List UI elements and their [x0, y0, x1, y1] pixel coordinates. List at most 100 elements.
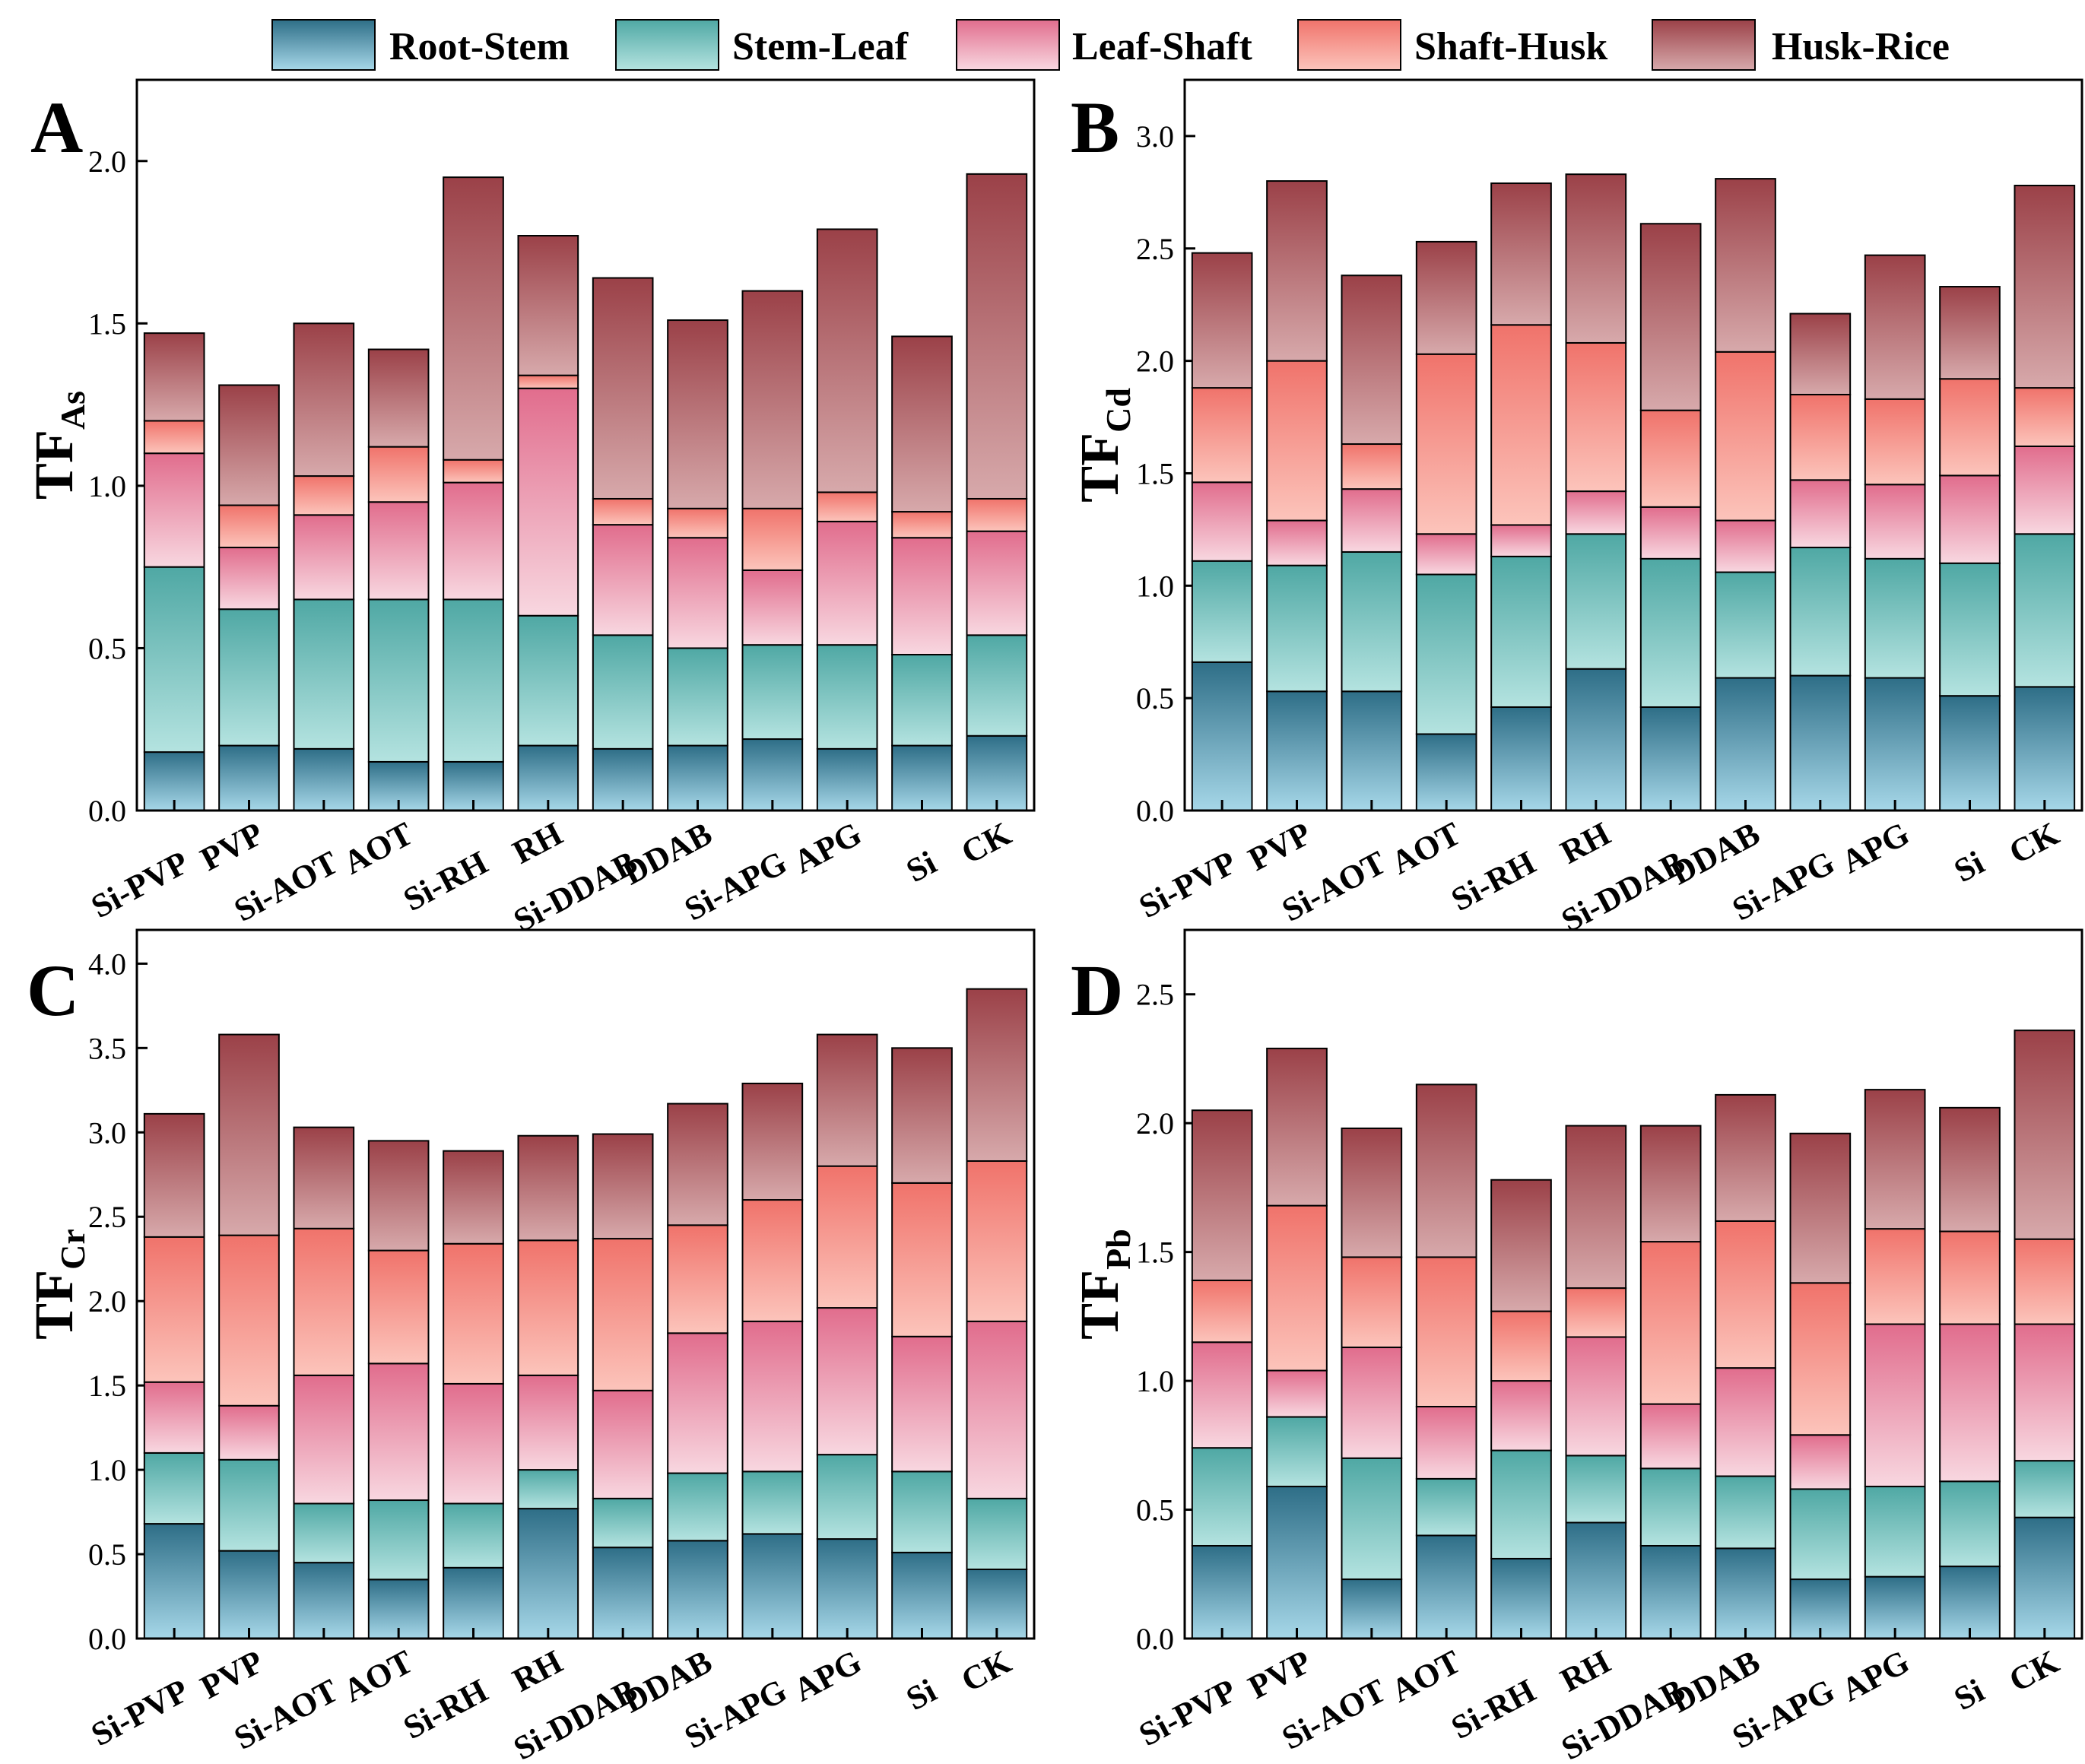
y-tick-label: 2.5	[1136, 232, 1174, 266]
bar-segment-husk-rice	[1565, 1125, 1627, 1290]
x-tick-label: DDAB	[1665, 1643, 1766, 1721]
bar-segment-shaft-husk	[1639, 409, 1702, 508]
bar-stack-si-apg	[741, 290, 804, 812]
bar-segment-stem-leaf	[1415, 1477, 1477, 1537]
bar-segment-leaf-shaft	[592, 1389, 654, 1499]
bar-segment-husk-rice	[891, 335, 953, 513]
bar-segment-husk-rice	[1864, 254, 1926, 400]
bar-segment-root-stem	[293, 1562, 355, 1639]
bar-segment-leaf-shaft	[592, 524, 654, 636]
bar-segment-stem-leaf	[1565, 1455, 1627, 1524]
bar-segment-stem-leaf	[1939, 562, 2001, 697]
bar-segment-leaf-shaft	[1490, 1380, 1552, 1451]
y-axis-label-sub: Pb	[1099, 1229, 1138, 1270]
bar-segment-shaft-husk	[741, 507, 804, 571]
bar-segment-husk-rice	[517, 235, 579, 376]
panel-letter-d: D	[1071, 950, 1123, 1031]
x-tick-label: RH	[1554, 1643, 1616, 1699]
bar-stack-ddab	[1715, 178, 1776, 812]
bar-stack-ck	[2014, 184, 2076, 811]
bar-segment-husk-rice	[443, 176, 504, 461]
x-tick-label: DDAB	[617, 1643, 718, 1721]
x-tick-label: CK	[2003, 815, 2064, 871]
bar-segment-shaft-husk	[891, 1182, 953, 1337]
bar-segment-stem-leaf	[1639, 557, 1702, 708]
bar-segment-leaf-shaft	[367, 501, 430, 601]
x-tick-label: DDAB	[617, 815, 718, 893]
bar-segment-shaft-husk	[293, 475, 355, 516]
legend-item-leaf-shaft: Leaf-Shaft	[956, 19, 1253, 71]
bar-segment-shaft-husk	[1939, 378, 2001, 477]
bar-segment-leaf-shaft	[293, 514, 355, 601]
bar-segment-stem-leaf	[1939, 1480, 2001, 1568]
bar-segment-shaft-husk	[1789, 393, 1852, 481]
bar-segment-husk-rice	[1266, 180, 1328, 362]
bar-segment-shaft-husk	[443, 1242, 504, 1385]
bar-segment-shaft-husk	[293, 1227, 355, 1376]
bar-segment-leaf-shaft	[1191, 1341, 1253, 1449]
x-tick-label: RH	[506, 815, 568, 871]
legend-label-shaft-husk: Shaft-Husk	[1414, 25, 1607, 68]
x-tick-label: CK	[955, 1643, 1017, 1699]
bar-segment-stem-leaf	[1715, 571, 1776, 679]
bar-segment-leaf-shaft	[517, 387, 579, 617]
bar-segment-stem-leaf	[1191, 1447, 1253, 1547]
plot-frame	[135, 78, 1036, 812]
x-tick-label: APG	[1836, 1643, 1915, 1709]
bar-segment-leaf-shaft	[816, 1307, 878, 1456]
y-tick-label: 0.0	[1136, 1622, 1174, 1656]
bar-segment-root-stem	[1565, 1521, 1627, 1640]
legend-swatch-leaf-shaft	[956, 19, 1060, 71]
bar-stack-si-apg	[1789, 313, 1852, 811]
plot-frame	[1183, 928, 2083, 1640]
bar-segment-husk-rice	[1341, 274, 1403, 446]
bar-segment-leaf-shaft	[1415, 1405, 1477, 1480]
bar-stack-si-rh	[443, 1150, 504, 1640]
legend-swatch-husk-rice	[1652, 19, 1756, 71]
bar-segment-shaft-husk	[1341, 443, 1403, 490]
bar-stack-si-ddab	[592, 1133, 654, 1639]
bar-segment-husk-rice	[1565, 173, 1627, 344]
bar-stack-si-aot	[293, 322, 355, 811]
y-tick-label: 1.5	[88, 1369, 126, 1403]
bar-stack-pvp	[1266, 1047, 1328, 1639]
bar-segment-husk-rice	[1266, 1047, 1328, 1207]
bar-segment-stem-leaf	[367, 1499, 430, 1581]
x-tick-label: APG	[788, 1643, 868, 1709]
x-tick-label: PVP	[1242, 815, 1318, 878]
bar-stack-si-aot	[293, 1126, 355, 1639]
bar-stack-rh	[517, 235, 579, 811]
bar-segment-shaft-husk	[1490, 1310, 1552, 1382]
bar-segment-stem-leaf	[1191, 560, 1253, 663]
y-axis-label: TFCd	[1069, 388, 1138, 503]
bar-stack-si	[1939, 1106, 2001, 1640]
bar-segment-shaft-husk	[1864, 398, 1926, 486]
bar-segment-stem-leaf	[517, 614, 579, 747]
bar-segment-shaft-husk	[1565, 1287, 1627, 1338]
bar-segment-leaf-shaft	[2014, 445, 2076, 535]
bar-segment-stem-leaf	[1789, 1488, 1852, 1581]
bar-segment-shaft-husk	[1415, 1256, 1477, 1407]
bar-segment-husk-rice	[443, 1150, 504, 1245]
bar-segment-leaf-shaft	[1864, 484, 1926, 560]
bar-segment-husk-rice	[1715, 1093, 1776, 1222]
bar-stack-ck	[2014, 1030, 2076, 1640]
bar-segment-husk-rice	[966, 173, 1028, 500]
bar-stack-apg	[1864, 254, 1926, 812]
bar-segment-stem-leaf	[1864, 557, 1926, 679]
bar-segment-stem-leaf	[891, 653, 953, 747]
bar-segment-shaft-husk	[667, 1224, 728, 1334]
bar-segment-leaf-shaft	[1639, 1403, 1702, 1470]
bar-segment-leaf-shaft	[218, 1404, 280, 1461]
x-tick-label: Si-RH	[1446, 1672, 1542, 1747]
y-tick-label: 0.5	[1136, 681, 1174, 715]
bar-stack-aot	[367, 348, 430, 812]
bar-segment-husk-rice	[1415, 240, 1477, 355]
bar-segment-stem-leaf	[367, 598, 430, 763]
legend-label-husk-rice: Husk-Rice	[1772, 25, 1950, 68]
y-tick-label: 0.5	[88, 1537, 126, 1572]
bar-segment-root-stem	[741, 738, 804, 812]
plot-frame	[1183, 78, 2083, 812]
y-tick-label: 1.0	[88, 1453, 126, 1487]
